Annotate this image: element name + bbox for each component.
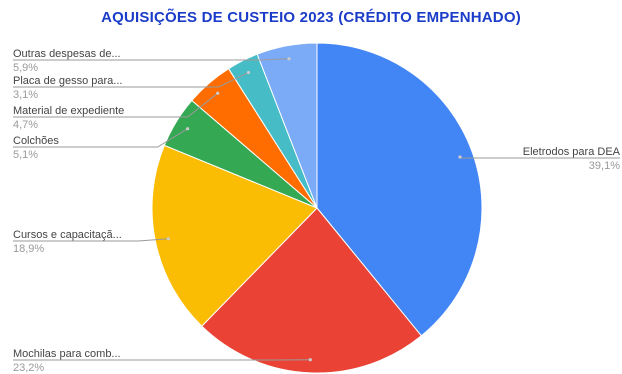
leader-line-7 xyxy=(13,58,290,61)
leader-line-5 xyxy=(13,92,219,118)
slice-percent-4: 5,1% xyxy=(13,149,38,161)
pie-slice-3[interactable] xyxy=(151,144,318,327)
leader-line-6 xyxy=(13,72,249,88)
slice-label-1: Eletrodos para DEA xyxy=(523,146,621,158)
slice-percent-7: 5,9% xyxy=(13,62,38,74)
pie-labels: Eletrodos para DEA 39,1% Mochilas para com… xyxy=(13,48,621,374)
leader-line-3 xyxy=(13,238,169,242)
slice-label-2: Mochilas para comb... xyxy=(13,348,121,360)
slice-percent-2: 23,2% xyxy=(13,362,44,374)
slice-label-3: Cursos e capacitaçã... xyxy=(13,229,122,241)
leader-dot-1 xyxy=(458,155,462,159)
leader-dot-3 xyxy=(166,237,170,241)
leader-dot-2 xyxy=(308,358,312,362)
slice-label-4: Colchões xyxy=(13,135,59,147)
pie-slice-1[interactable] xyxy=(316,42,483,337)
slice-label-5: Material de expediente xyxy=(13,105,124,117)
slice-percent-3: 18,9% xyxy=(13,243,44,255)
leader-dot-5 xyxy=(216,91,220,95)
leader-dot-6 xyxy=(246,70,251,75)
leader-dot-7 xyxy=(287,57,291,61)
chart-title: AQUISIÇÕES DE CUSTEIO 2023 (CRÉDITO EMPE… xyxy=(101,9,521,26)
leader-line-4 xyxy=(13,128,188,148)
slice-percent-5: 4,7% xyxy=(13,119,38,131)
pie-slice-7[interactable] xyxy=(256,42,318,209)
slice-label-7: Outras despesas de... xyxy=(13,48,121,60)
pie-slice-2[interactable] xyxy=(201,207,423,374)
slice-percent-6: 3,1% xyxy=(13,89,38,101)
slice-percent-1: 39,1% xyxy=(589,160,620,172)
pie-slices xyxy=(151,42,483,374)
leader-dot-4 xyxy=(186,127,190,131)
slice-label-6: Placa de gesso para... xyxy=(13,75,122,87)
